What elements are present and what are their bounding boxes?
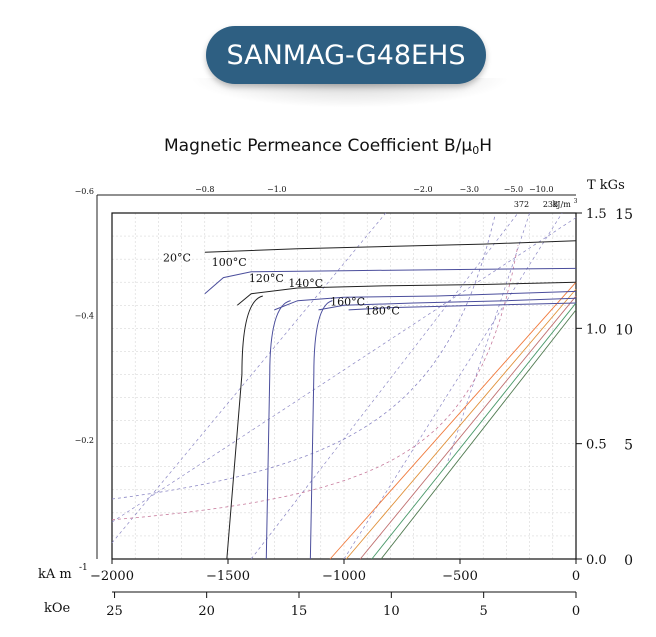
product-banner: SANMAG-G48EHS xyxy=(206,26,486,84)
x-axis-label: kA m xyxy=(38,567,72,582)
curve-0 xyxy=(204,240,577,253)
energy-curve xyxy=(111,245,519,521)
top-permeance-label: −10.0 xyxy=(529,185,554,194)
x-axis-label-exp: -1 xyxy=(79,563,88,573)
x-tick-label: −500 xyxy=(442,569,478,584)
koe-tick-label: 15 xyxy=(291,604,308,619)
permeance-line xyxy=(111,217,577,523)
chart-title-end: H xyxy=(479,136,492,156)
y-tick-label-t: 0.0 xyxy=(586,553,607,568)
chart-title: Magnetic Permeance Coefficient B/μ0H xyxy=(0,136,656,157)
energy-curve xyxy=(111,216,496,500)
banner-title: SANMAG-G48EHS xyxy=(226,39,466,71)
energy-unit-label: kJ/m xyxy=(552,200,571,209)
curve-3 xyxy=(274,290,577,311)
top-permeance-label: −3.0 xyxy=(460,185,479,194)
energy-label: 372 xyxy=(514,200,529,209)
curve-4 xyxy=(318,297,577,311)
top-permeance-label: −0.8 xyxy=(195,185,214,194)
permeance-line xyxy=(343,212,563,560)
chart-title-sub: 0 xyxy=(472,144,480,157)
curve-label-1: 100°C xyxy=(212,256,247,269)
top-permeance-label: −1.0 xyxy=(267,185,286,194)
koe-tick-label: 20 xyxy=(198,604,215,619)
y-tick-label-t: 0.5 xyxy=(586,438,607,453)
y-tick-label-t: 1.5 xyxy=(586,207,607,222)
y-tick-label-t: 1.0 xyxy=(586,322,607,337)
chart-title-main: Magnetic Permeance Coefficient B/μ xyxy=(163,136,473,156)
koe-tick-label: 10 xyxy=(383,604,400,619)
curve-5 xyxy=(348,302,577,311)
recoil-line xyxy=(329,281,577,560)
knee-curve-0 xyxy=(226,295,263,560)
knee-curve-2 xyxy=(309,300,333,560)
energy-unit-exp: 3 xyxy=(574,198,578,205)
energy-label: 238 xyxy=(543,200,558,209)
recoil-line xyxy=(359,295,577,560)
left-permeance-label: −0.4 xyxy=(75,311,94,320)
x-axis-label-2: kOe xyxy=(44,601,71,616)
knee-curve-1 xyxy=(265,300,291,560)
left-permeance-label: −0.2 xyxy=(75,436,94,445)
curve-label-4: 160°C xyxy=(330,295,365,308)
koe-tick-label: 0 xyxy=(572,604,580,619)
recoil-line xyxy=(345,288,577,560)
x-tick-label: −1500 xyxy=(206,569,250,584)
y-tick-label-kgs: 5 xyxy=(624,438,633,454)
y-axis-label: T kGs xyxy=(587,178,625,193)
x-tick-label: −2000 xyxy=(90,569,134,584)
curve-1 xyxy=(204,267,577,295)
recoil-line xyxy=(371,302,577,560)
curve-label-2: 120°C xyxy=(249,272,284,285)
x-tick-label: −1000 xyxy=(322,569,366,584)
left-permeance-label: −0.6 xyxy=(75,187,94,196)
permeance-line xyxy=(111,212,387,544)
y-tick-label-kgs: 10 xyxy=(615,322,633,338)
curve-label-3: 140°C xyxy=(288,277,323,290)
curve-label-5: 180°C xyxy=(365,304,400,317)
koe-tick-label: 5 xyxy=(480,604,488,619)
top-permeance-label: −2.0 xyxy=(413,185,432,194)
permeance-line xyxy=(250,212,519,560)
top-permeance-label: −5.0 xyxy=(504,185,523,194)
curve-2 xyxy=(236,281,577,306)
y-tick-label-kgs: 15 xyxy=(615,207,633,223)
x-tick-label: 0 xyxy=(572,569,580,584)
curve-label-0: 20°C xyxy=(163,251,191,264)
recoil-line xyxy=(380,309,577,560)
koe-tick-label: 25 xyxy=(106,604,123,619)
y-tick-label-kgs: 0 xyxy=(624,553,633,569)
